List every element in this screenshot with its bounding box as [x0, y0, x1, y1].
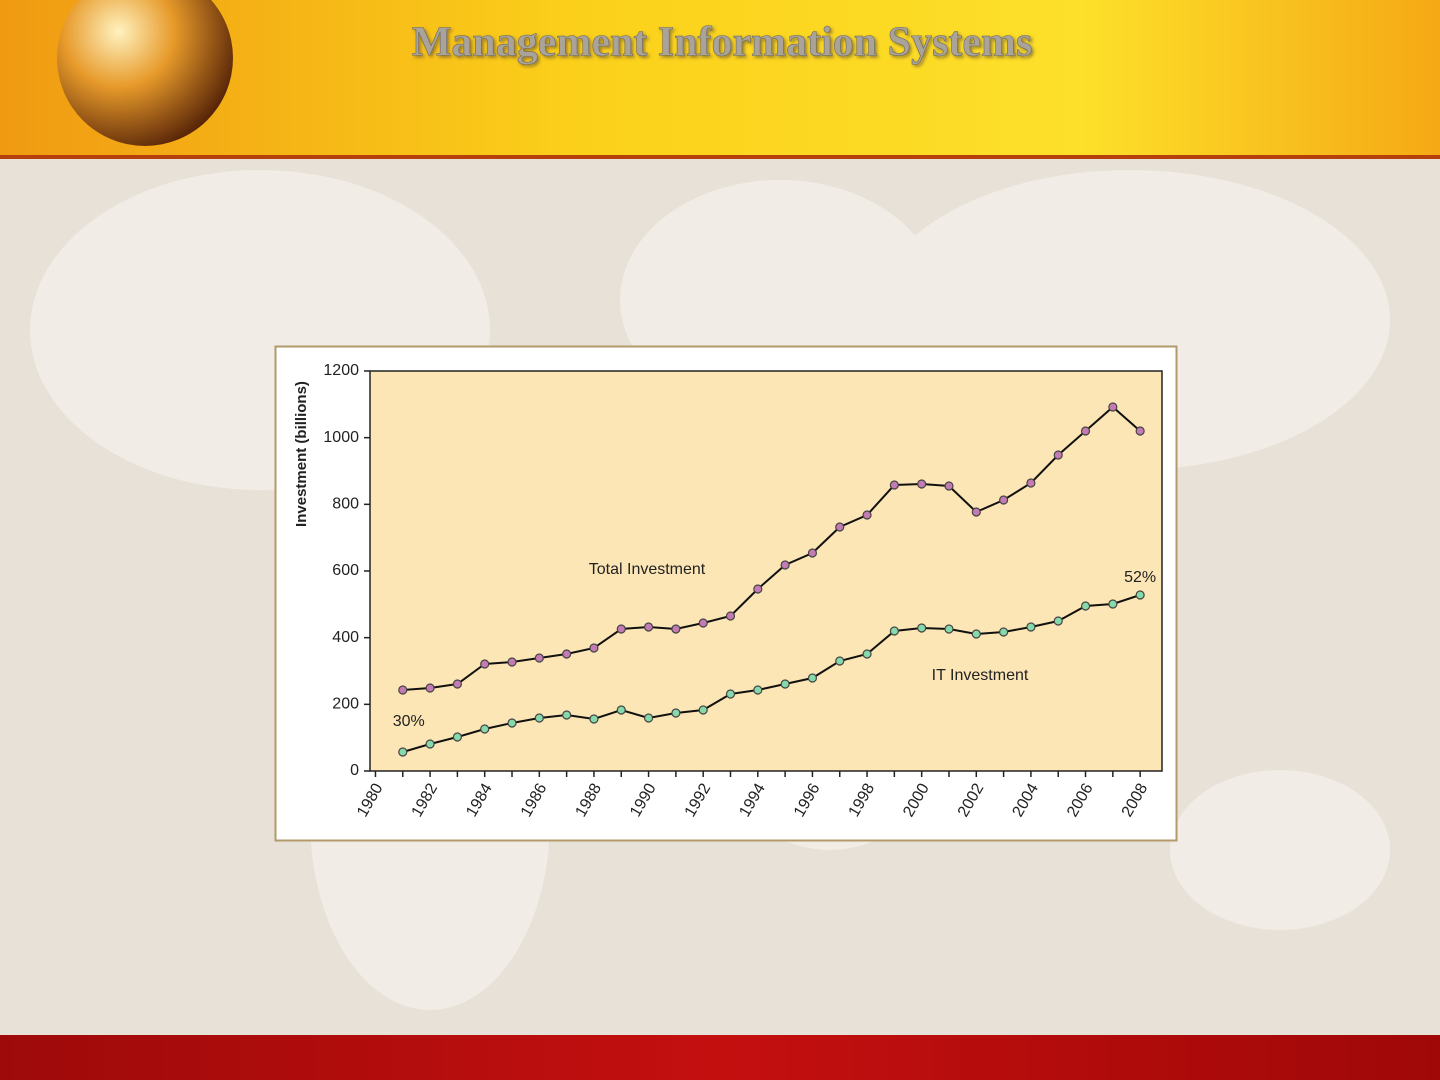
data-point — [562, 710, 572, 720]
data-point — [616, 705, 626, 715]
series-line — [402, 405, 1141, 691]
data-point — [862, 510, 872, 520]
data-point — [1080, 426, 1091, 436]
data-point — [753, 685, 763, 695]
data-point — [835, 522, 845, 532]
data-point — [944, 481, 954, 491]
series-line — [402, 594, 1141, 753]
data-point — [835, 656, 845, 666]
data-point — [1135, 426, 1145, 436]
data-point — [698, 618, 708, 628]
y-tick-label: 1000 — [323, 429, 359, 446]
y-tick-label: 1200 — [323, 362, 359, 379]
data-point — [1135, 590, 1145, 600]
y-tick-label: 600 — [332, 562, 359, 579]
data-point — [725, 611, 736, 621]
data-point — [1053, 616, 1063, 626]
data-point — [671, 708, 681, 718]
data-point — [480, 659, 490, 669]
data-point — [862, 649, 872, 659]
data-point — [1108, 402, 1118, 412]
data-point — [807, 673, 818, 683]
data-point — [1026, 622, 1036, 632]
data-point — [971, 629, 981, 639]
annotation: 52% — [1124, 569, 1156, 586]
annotation: 30% — [393, 713, 425, 730]
data-point — [589, 643, 599, 653]
header-rule — [0, 155, 1440, 159]
data-point — [889, 626, 899, 636]
data-point — [398, 685, 408, 695]
data-point — [998, 627, 1009, 637]
data-point — [452, 732, 462, 742]
data-point — [971, 507, 981, 517]
data-point — [917, 623, 927, 633]
y-tick-label: 200 — [332, 696, 359, 713]
data-point — [507, 657, 517, 667]
data-point — [917, 479, 927, 489]
globe-icon — [57, 0, 233, 146]
data-point — [998, 495, 1009, 505]
data-point — [1108, 599, 1118, 609]
data-point — [589, 714, 599, 724]
y-tick-label: 0 — [350, 762, 359, 779]
data-point — [534, 653, 544, 663]
series-label: IT Investment — [932, 667, 1029, 684]
data-point — [725, 689, 736, 699]
data-point — [1080, 601, 1091, 611]
data-point — [889, 480, 899, 490]
data-point — [480, 724, 490, 734]
data-point — [398, 747, 408, 757]
header-band — [0, 0, 1440, 158]
y-tick-label: 400 — [332, 629, 359, 646]
footer-band — [0, 1035, 1440, 1080]
data-point — [807, 548, 818, 558]
data-point — [534, 713, 544, 723]
data-point — [562, 649, 572, 659]
data-point — [1053, 450, 1063, 460]
data-point — [425, 683, 435, 693]
data-point — [643, 622, 654, 632]
series-label: Total Investment — [589, 561, 706, 578]
data-point — [643, 713, 654, 723]
y-axis-label: Investment (billions) — [293, 381, 310, 527]
data-point — [616, 624, 626, 634]
data-point — [780, 679, 790, 689]
plot-area — [369, 370, 1163, 772]
slide-title: Management Information Systems — [412, 20, 1033, 66]
data-point — [944, 624, 954, 634]
data-point — [780, 560, 790, 570]
data-point — [452, 679, 462, 689]
data-point — [671, 624, 681, 634]
data-point — [1026, 478, 1036, 488]
data-point — [425, 739, 435, 749]
y-tick-label: 800 — [332, 496, 359, 513]
data-point — [698, 705, 708, 715]
data-point — [753, 584, 763, 594]
data-point — [507, 718, 517, 728]
